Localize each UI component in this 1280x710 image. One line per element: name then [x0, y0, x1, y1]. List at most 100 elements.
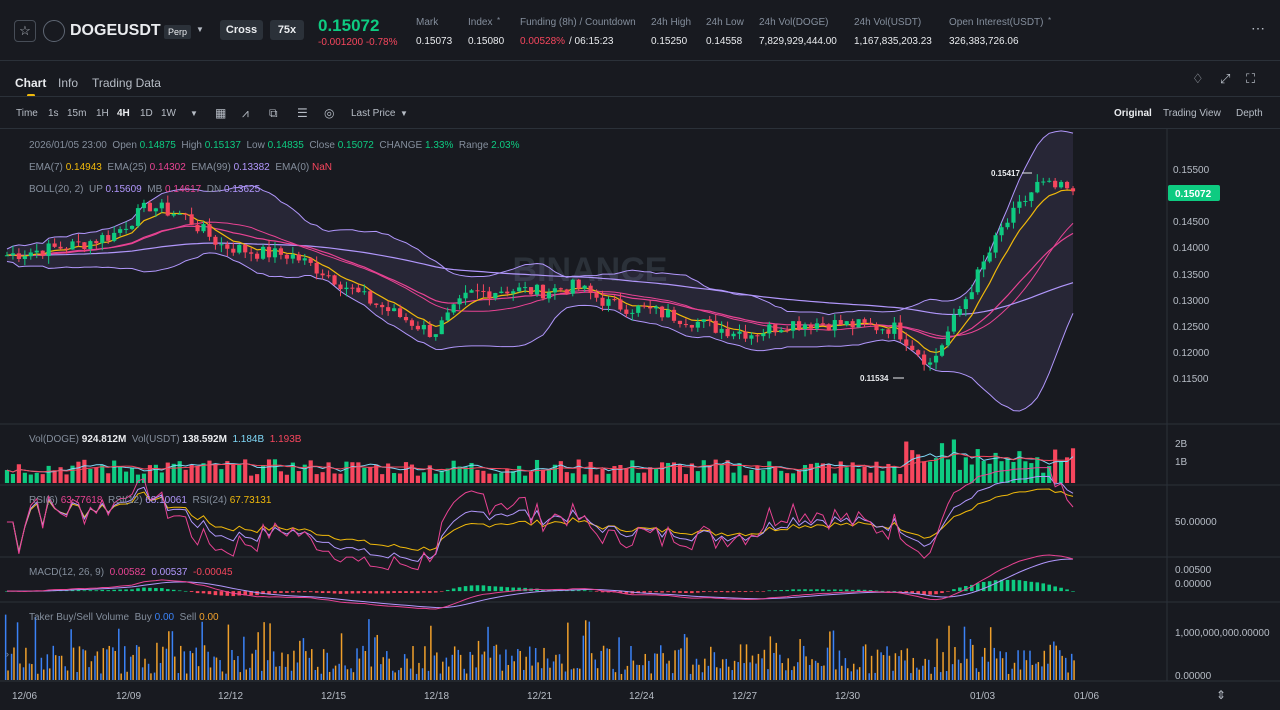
taker-sell-bar: [620, 673, 623, 680]
candle-body: [600, 297, 605, 306]
calendar-icon[interactable]: ▦: [215, 106, 227, 120]
alert-bell-icon[interactable]: ♢: [1192, 71, 1204, 86]
taker-buy-bar: [82, 649, 84, 680]
macd-histogram-bar: [886, 591, 891, 592]
symbol-name[interactable]: DOGEUSDT: [70, 22, 161, 39]
interval-dropdown-icon[interactable]: ▼: [190, 109, 198, 118]
open-interest-label[interactable]: Open Interest(USDT): [949, 17, 1044, 28]
taker-buy-bar: [671, 673, 674, 680]
price-type-dropdown-icon[interactable]: ▼: [400, 109, 408, 118]
interval-4h[interactable]: 4H: [117, 108, 130, 119]
vol-usdt-value: 1,167,835,203.23: [854, 36, 932, 47]
volume-legend: Vol(DOGE) 924.812M Vol(USDT) 138.592M 1.…: [29, 434, 301, 445]
taker-buy-bar: [576, 667, 579, 680]
macd-hist-value: -0.00045: [193, 567, 233, 578]
macd-histogram-bar: [207, 591, 212, 595]
price-type-select[interactable]: Last Price: [351, 108, 396, 119]
macd-histogram-bar: [1053, 586, 1057, 592]
macd-histogram-bar: [862, 589, 867, 592]
open-interest-value: 326,383,726.06: [949, 36, 1019, 47]
more-options-icon[interactable]: ⋯: [1251, 20, 1265, 36]
tab-chart[interactable]: Chart: [15, 76, 47, 90]
volume-bar: [177, 461, 182, 483]
taker-buy-bar: [451, 654, 454, 680]
margin-mode-button[interactable]: Cross: [220, 20, 263, 40]
view-original[interactable]: Original: [1114, 108, 1152, 119]
candle-body: [1011, 207, 1016, 223]
candle-body: [933, 355, 939, 363]
candle-body: [284, 254, 289, 259]
interval-15m[interactable]: 15m: [67, 108, 87, 119]
taker-buy-bar: [189, 650, 192, 680]
macd-histogram-bar: [833, 589, 837, 592]
taker-sell-bar: [995, 658, 998, 680]
volume-bar: [159, 472, 164, 483]
volume-bar: [695, 471, 700, 483]
indicators-icon[interactable]: ⩘: [242, 106, 249, 120]
candle-body: [743, 331, 748, 339]
interval-1d[interactable]: 1D: [140, 108, 153, 119]
tab-trading-data[interactable]: Trading Data: [92, 76, 161, 90]
volume-bar: [993, 452, 998, 483]
boll-up-value: 0.15609: [105, 184, 142, 195]
taker-buy-bar: [499, 654, 501, 680]
taker-sell-bar: [132, 654, 134, 680]
macd-histogram-bar: [183, 590, 188, 592]
target-icon[interactable]: ◎: [324, 106, 335, 120]
volume-bar: [457, 466, 462, 483]
volume-bar: [219, 469, 224, 483]
macd-histogram-bar: [451, 588, 456, 592]
view-trading-view[interactable]: Trading View: [1163, 108, 1221, 119]
volume-bar: [517, 465, 522, 483]
volume-bar: [731, 472, 736, 483]
macd-histogram-bar: [416, 591, 420, 594]
symbol-dropdown-icon[interactable]: ▼: [196, 25, 204, 34]
taker-sell-bar: [668, 660, 670, 680]
macd-histogram-bar: [1059, 587, 1063, 592]
leverage-button[interactable]: 75x: [270, 20, 304, 40]
candle-body: [243, 244, 248, 253]
candle-body: [785, 330, 790, 332]
interval-1h[interactable]: 1H: [96, 108, 109, 119]
fullscreen-icon[interactable]: ⛶: [1246, 71, 1256, 86]
taker-buy-bar: [171, 631, 174, 680]
volume-bar: [761, 470, 766, 483]
volume-bar: [922, 461, 927, 483]
price-chart[interactable]: BINANCE 0.15417 0.11534 0.15072 0.15500 …: [0, 129, 1280, 710]
volume-bar: [826, 464, 831, 483]
candle-body: [272, 248, 278, 258]
index-label[interactable]: Index: [468, 17, 493, 28]
settings-list-icon[interactable]: ☰: [297, 106, 308, 120]
macd-histogram-bar: [725, 591, 730, 593]
taker-buy-bar: [856, 669, 859, 680]
open-value: 0.14875: [139, 140, 176, 151]
taker-buy-bar: [40, 657, 43, 680]
taker-sell-bar: [376, 634, 379, 680]
view-depth[interactable]: Depth: [1236, 108, 1263, 119]
macd-histogram-bar: [213, 591, 218, 596]
candle-body: [677, 320, 683, 325]
macd-dif-value: 0.00582: [109, 567, 146, 578]
taker-buy-bar: [231, 649, 233, 680]
candle-body: [820, 323, 825, 325]
tab-info[interactable]: Info: [58, 76, 79, 90]
interval-1s[interactable]: 1s: [48, 108, 59, 119]
taker-buy-bar: [993, 647, 996, 680]
candle-body: [368, 291, 373, 304]
taker-buy-bar: [129, 656, 132, 680]
ema25-value: 0.14302: [149, 162, 186, 173]
index-info-icon[interactable]: *: [497, 16, 501, 25]
candle-body: [898, 322, 903, 340]
candle-body: [999, 227, 1004, 236]
compare-icon[interactable]: ⤢: [1220, 71, 1231, 86]
open-interest-info-icon[interactable]: *: [1048, 16, 1052, 25]
volume-bar: [1017, 451, 1022, 483]
scale-reset-icon[interactable]: ⇕: [1216, 688, 1226, 702]
interval-1w[interactable]: 1W: [161, 108, 176, 119]
candle-body: [124, 228, 129, 230]
chart-type-icon[interactable]: ⧉: [269, 106, 278, 120]
price-tick: 0.13000: [1173, 296, 1210, 307]
taker-buy-bar: [523, 669, 525, 680]
collapse-left-icon[interactable]: ›: [6, 649, 9, 659]
favorite-star-icon[interactable]: ☆: [14, 20, 36, 42]
